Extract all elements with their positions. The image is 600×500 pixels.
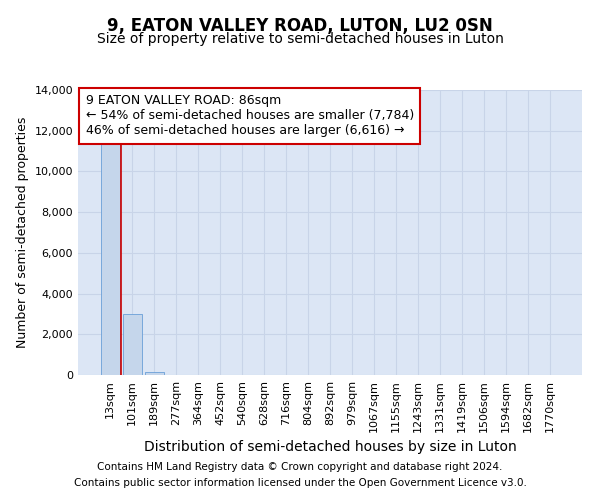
Text: Contains HM Land Registry data © Crown copyright and database right 2024.: Contains HM Land Registry data © Crown c… <box>97 462 503 472</box>
Y-axis label: Number of semi-detached properties: Number of semi-detached properties <box>16 117 29 348</box>
Text: Contains public sector information licensed under the Open Government Licence v3: Contains public sector information licen… <box>74 478 526 488</box>
Text: Size of property relative to semi-detached houses in Luton: Size of property relative to semi-detach… <box>97 32 503 46</box>
Text: 9, EATON VALLEY ROAD, LUTON, LU2 0SN: 9, EATON VALLEY ROAD, LUTON, LU2 0SN <box>107 18 493 36</box>
Text: 9 EATON VALLEY ROAD: 86sqm
← 54% of semi-detached houses are smaller (7,784)
46%: 9 EATON VALLEY ROAD: 86sqm ← 54% of semi… <box>86 94 414 138</box>
Bar <box>101 143 119 375</box>
X-axis label: Distribution of semi-detached houses by size in Luton: Distribution of semi-detached houses by … <box>143 440 517 454</box>
Bar <box>145 372 164 375</box>
Bar <box>123 314 142 375</box>
